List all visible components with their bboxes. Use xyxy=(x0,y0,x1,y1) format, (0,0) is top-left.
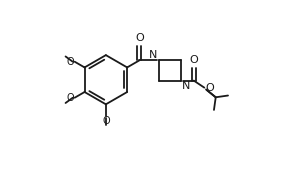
Text: O: O xyxy=(189,56,198,65)
Text: O: O xyxy=(102,116,110,126)
Text: O: O xyxy=(66,93,74,103)
Text: O: O xyxy=(205,83,214,93)
Text: O: O xyxy=(135,33,144,43)
Text: N: N xyxy=(149,50,157,59)
Text: N: N xyxy=(181,81,190,92)
Text: O: O xyxy=(66,57,74,67)
